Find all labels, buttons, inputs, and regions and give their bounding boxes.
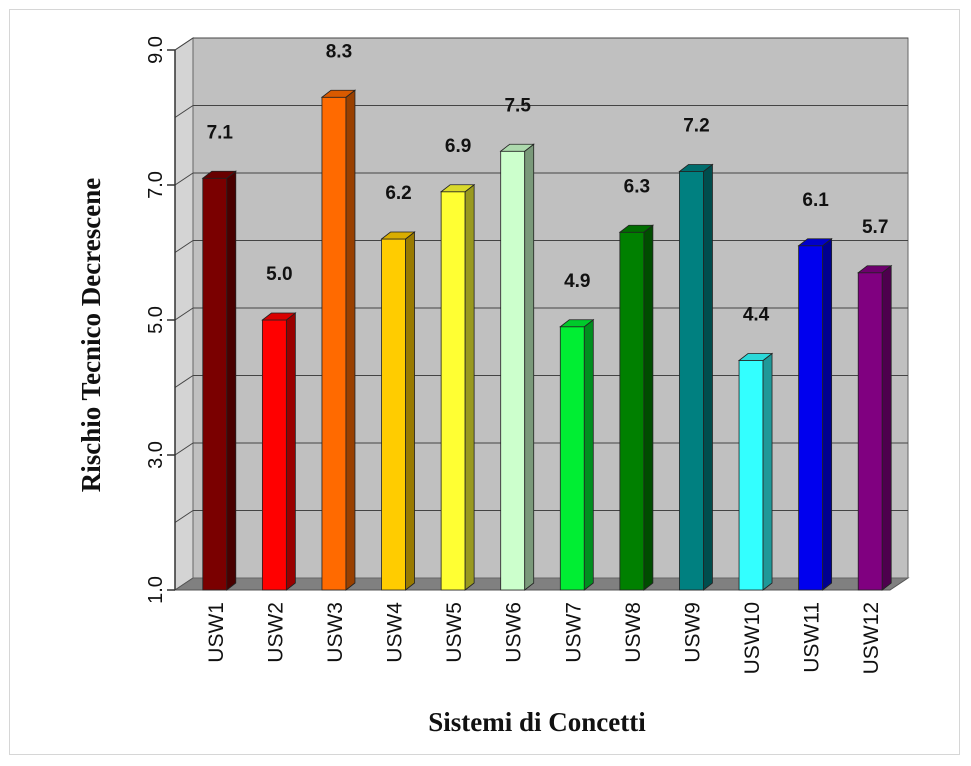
bar-side — [345, 89, 356, 591]
value-label: 4.9 — [564, 271, 590, 292]
x-tick-label: USW12 — [860, 602, 883, 674]
value-label: 6.1 — [802, 190, 829, 211]
value-label: 7.2 — [683, 116, 709, 137]
gridline-diag — [174, 240, 194, 253]
bar-usw2 — [261, 312, 297, 591]
gridline-diag — [174, 510, 194, 523]
bar-usw9 — [678, 163, 714, 591]
y-tick-label: 9.0 — [145, 36, 167, 64]
bar-front — [857, 272, 883, 591]
bar-top — [499, 143, 535, 152]
bar-front — [500, 150, 526, 591]
x-tick-label: USW2 — [264, 602, 287, 663]
bar-top — [439, 184, 476, 193]
bar-front — [261, 319, 287, 591]
x-axis-title: Sistemi di Concetti — [428, 707, 646, 737]
gridline-diag — [174, 375, 194, 388]
x-tick-label: USW6 — [503, 602, 526, 663]
bar-usw12 — [857, 264, 893, 591]
x-tick-label: USW10 — [741, 602, 764, 674]
gridline-diag — [174, 105, 194, 118]
x-tick-label: USW1 — [205, 602, 228, 663]
bar-side — [762, 352, 773, 591]
bar-front — [440, 191, 466, 591]
data-labels: 7.1 5.0 8.3 6.2 6.9 7.5 4.9 6.3 7.2 4.4 6.1 5.7 — [207, 41, 889, 325]
bar-usw10 — [737, 352, 774, 591]
value-label: 4.4 — [743, 305, 770, 326]
bar-front — [559, 326, 585, 591]
bar-side — [643, 224, 654, 591]
x-tick-label: USW11 — [801, 602, 824, 673]
bar-front — [202, 177, 228, 591]
bar-usw7 — [559, 318, 595, 591]
bar-top — [857, 265, 893, 274]
bar-usw5 — [439, 183, 476, 591]
x-tick-label: USW7 — [562, 602, 585, 663]
bar-top — [797, 238, 833, 247]
x-tick-label: USW9 — [681, 602, 704, 663]
bar-usw4 — [380, 231, 416, 591]
bar-usw1 — [201, 170, 237, 591]
bar-usw6 — [499, 143, 535, 591]
gridline-diag — [174, 172, 194, 186]
bar-top — [261, 312, 297, 321]
y-axis-title: Rischio Tecnico Decrescene — [76, 178, 106, 492]
value-label: 6.2 — [385, 183, 411, 204]
bar-usw11 — [797, 237, 833, 591]
bars — [201, 89, 893, 591]
value-label: 6.9 — [445, 136, 471, 157]
bar-front — [679, 171, 704, 591]
value-label: 7.1 — [207, 122, 234, 143]
bar-usw3 — [320, 89, 357, 591]
bar-side — [524, 143, 535, 591]
bar-front — [381, 238, 406, 591]
value-label: 6.3 — [624, 176, 650, 197]
bar-front — [321, 96, 347, 591]
bar-side — [226, 170, 237, 591]
y-tick-label: 5.0 — [145, 306, 167, 334]
bar-top — [737, 353, 774, 361]
y-tick-label: 7.0 — [145, 171, 167, 199]
value-label: 8.3 — [326, 41, 352, 62]
bar-front — [619, 231, 645, 591]
bar-top — [201, 170, 237, 179]
gridline-diag — [174, 307, 194, 321]
y-tick-label: 1.0 — [145, 576, 167, 604]
bar-side — [583, 318, 594, 591]
value-label: 7.5 — [504, 95, 531, 116]
x-tick-label: USW3 — [324, 602, 347, 663]
bar-usw8 — [618, 224, 655, 591]
bar-front — [738, 360, 764, 591]
bar-side — [881, 264, 892, 591]
x-axis-ticks: USW1 USW2 USW3 USW4 USW5 USW6 USW7 USW8 USW9 USW1… — [205, 602, 883, 675]
bar-front — [798, 245, 824, 591]
bar-top — [559, 319, 595, 328]
bar-side — [822, 237, 833, 591]
y-tick-label: 3.0 — [145, 441, 167, 469]
y-axis-ticks: 1.0 3.0 5.0 7.0 9.0 — [145, 36, 175, 604]
bar-top — [618, 224, 655, 233]
value-label: 5.7 — [862, 217, 888, 238]
bar-top — [678, 164, 714, 172]
bar-side — [405, 231, 415, 591]
gridline-diag — [174, 37, 194, 51]
bar-side — [464, 183, 475, 591]
x-tick-label: USW4 — [384, 602, 407, 663]
bar-top — [380, 231, 416, 240]
bar-top — [320, 89, 357, 98]
bar-side — [703, 163, 713, 591]
x-tick-label: USW5 — [443, 602, 466, 663]
x-tick-label: USW8 — [622, 602, 645, 663]
value-label: 5.0 — [266, 264, 292, 285]
gridline-diag — [174, 442, 194, 456]
bar-side — [285, 312, 296, 591]
